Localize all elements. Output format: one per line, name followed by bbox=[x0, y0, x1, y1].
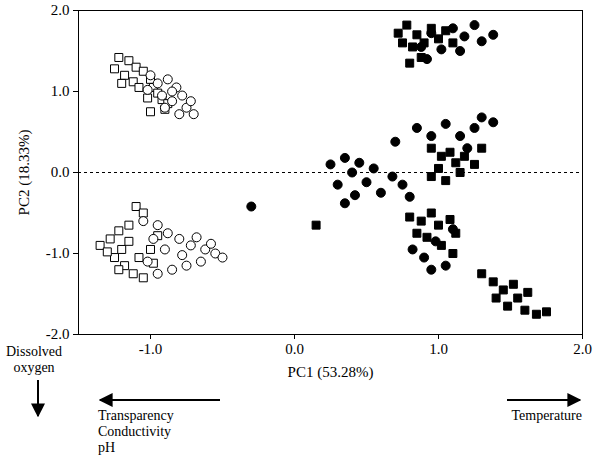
svg-text:2.0: 2.0 bbox=[573, 341, 592, 357]
svg-text:Dissolvedoxygen: Dissolvedoxygen bbox=[6, 344, 62, 375]
svg-text:1.0: 1.0 bbox=[51, 83, 70, 99]
svg-text:-2.0: -2.0 bbox=[46, 326, 70, 342]
svg-text:0.0: 0.0 bbox=[285, 341, 304, 357]
svg-text:Temperature: Temperature bbox=[511, 408, 582, 423]
svg-text:-1.0: -1.0 bbox=[46, 245, 70, 261]
svg-text:TransparencyConductivitypH: TransparencyConductivitypH bbox=[98, 408, 174, 455]
svg-text:-1.0: -1.0 bbox=[139, 341, 163, 357]
svg-text:PC2 (18.33%): PC2 (18.33%) bbox=[16, 130, 33, 216]
svg-text:1.0: 1.0 bbox=[429, 341, 448, 357]
svg-text:2.0: 2.0 bbox=[51, 2, 70, 18]
svg-text:0.0: 0.0 bbox=[51, 164, 70, 180]
svg-text:PC1 (53.28%): PC1 (53.28%) bbox=[288, 364, 374, 381]
